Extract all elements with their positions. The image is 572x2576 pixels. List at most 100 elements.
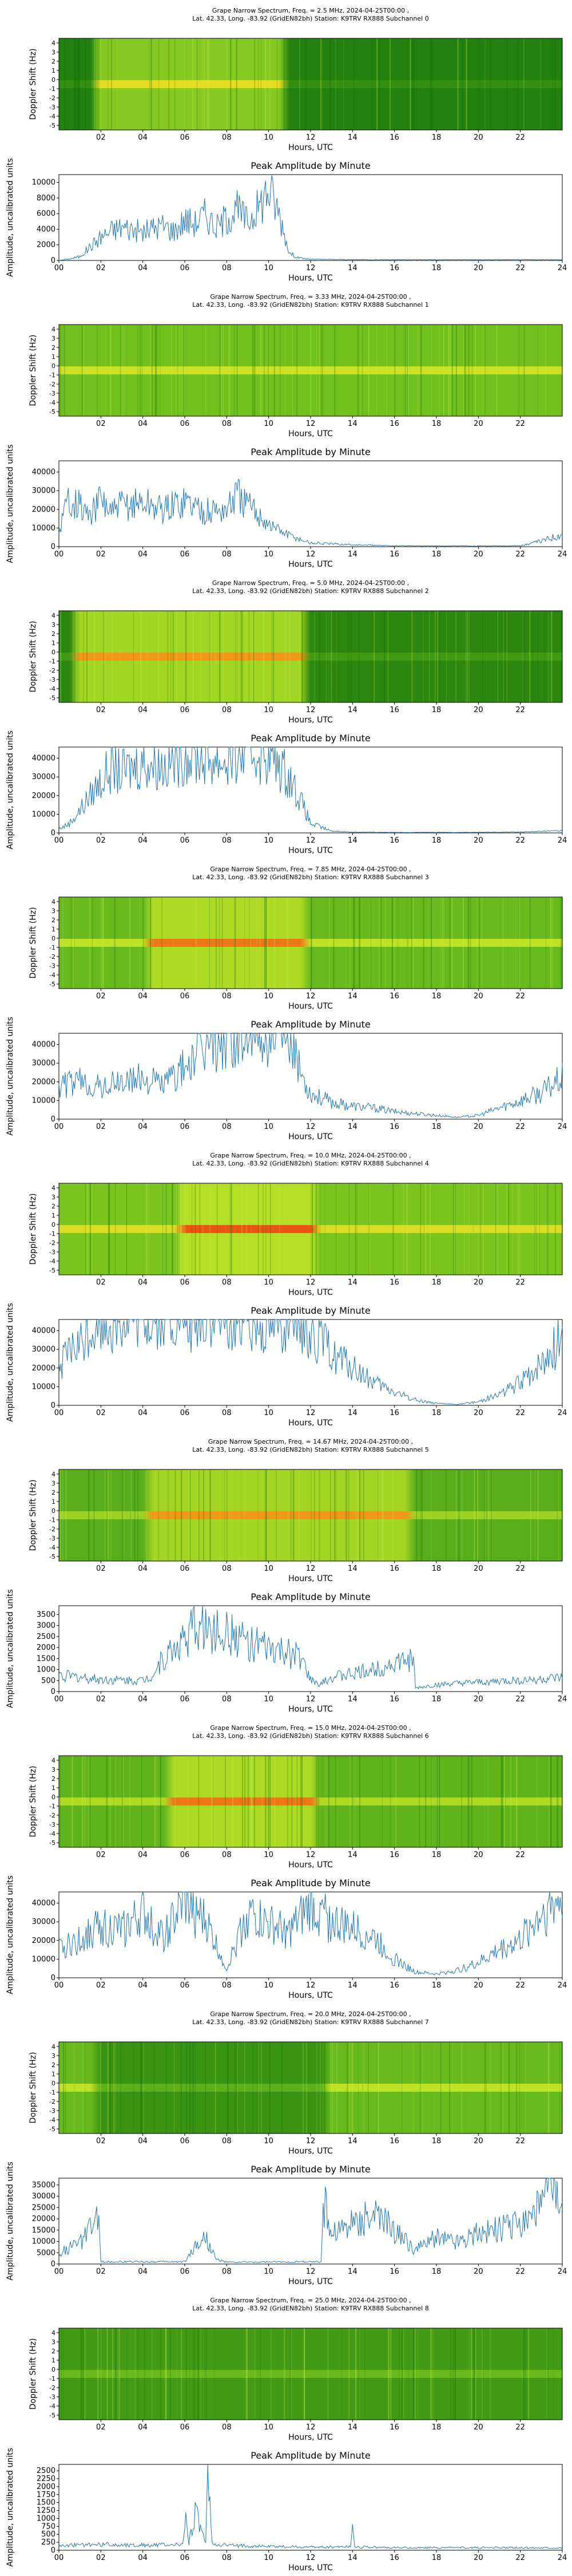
amplitude-xtick-label: 18 (432, 2554, 442, 2562)
amplitude-xtick-label: 12 (306, 1981, 316, 1990)
spectrogram-streak (170, 611, 172, 702)
spectrogram-streak (313, 1469, 315, 1561)
spectrogram-streak (472, 1183, 474, 1275)
spectrogram-streak (269, 2042, 271, 2134)
amplitude-panel-2: Peak Amplitude by Minute 0 10000 20000 30000… (6, 730, 567, 855)
spectrogram-ytick-label: 2 (51, 2348, 55, 2355)
spectrogram-streak (103, 611, 105, 702)
spectrogram-streak (129, 897, 130, 989)
spectrogram-xtick-label: 14 (348, 2137, 357, 2146)
spectrogram-streak (171, 325, 172, 416)
spectrogram-ylabel: Doppler Shift (Hz) (29, 49, 38, 120)
spectrogram-ytick-label: -4 (49, 2403, 55, 2410)
spectrogram-streak (158, 897, 159, 989)
spectrogram-streak (248, 1756, 249, 1847)
amplitude-ytick-label: 1500 (37, 2499, 55, 2507)
amplitude-xtick-label: 00 (54, 1695, 64, 1704)
spectrogram-streak (73, 897, 74, 989)
spectrogram-streak (83, 611, 84, 702)
amplitude-ytick-label: 40000 (32, 1041, 55, 1049)
spectrogram-streak (269, 1756, 271, 1847)
carrier-band (59, 653, 562, 661)
amplitude-xtick-label: 20 (474, 264, 483, 272)
spectrogram-ytick-label: 2 (51, 344, 55, 351)
spectrogram-streak (121, 1469, 123, 1561)
spectrogram-xtick-label: 18 (432, 420, 442, 428)
spectrogram-xtick-label: 08 (222, 1851, 232, 1859)
spectrogram-streak (469, 2328, 470, 2420)
amplitude-xtick-label: 24 (558, 264, 567, 272)
amplitude-xtick-label: 10 (264, 264, 273, 272)
spectrogram-ytick-label: -2 (49, 94, 55, 102)
spectrogram-ytick-label: -2 (49, 381, 55, 388)
spectrogram-streak (356, 1183, 357, 1275)
amplitude-xlabel: Hours, UTC (288, 274, 333, 283)
amplitude-xtick-label: 14 (348, 264, 357, 272)
spectrogram-streak (341, 2328, 343, 2420)
amplitude-xtick-label: 00 (54, 550, 64, 559)
spectrogram-streak (502, 611, 503, 702)
spectrogram-ytick-label: -4 (49, 113, 55, 120)
spectrogram-panel-4: Grape Narrow Spectrum, Freq. = 10.0 MHz,… (29, 1152, 563, 1297)
spectrogram-streak (161, 897, 163, 989)
spectrogram-streak (336, 2042, 337, 2134)
spectrogram-streak (284, 2328, 285, 2420)
amplitude-xtick-label: 00 (54, 1981, 64, 1990)
spectrogram-streak (390, 38, 391, 130)
amplitude-ytick-label: 20000 (32, 2215, 55, 2223)
spectrogram-streak (544, 611, 545, 702)
spectrogram-streak (142, 1469, 143, 1561)
carrier-band (59, 2370, 562, 2378)
spectrogram-streak (317, 1756, 319, 1847)
spectrogram-streak (358, 897, 360, 989)
spectrogram-streak (192, 2042, 194, 2134)
spectrogram-streak (446, 611, 447, 702)
spectrogram-streak (141, 611, 142, 702)
spectrogram-xtick-label: 04 (138, 1564, 148, 1573)
amplitude-xlabel: Hours, UTC (288, 2563, 333, 2573)
spectrogram-streak (208, 38, 210, 130)
amplitude-panel-5: Peak Amplitude by Minute0500100015002000… (6, 1589, 567, 1714)
amplitude-xtick-label: 02 (96, 1981, 106, 1990)
spectrogram-ytick-label: 4 (51, 1184, 55, 1192)
spectrogram-streak (497, 611, 498, 702)
spectrogram-streak (176, 2328, 177, 2420)
spectrogram-streak (165, 2328, 166, 2420)
spectrogram-streak (548, 1756, 550, 1847)
spectrogram-streak (349, 1756, 351, 1847)
amplitude-xlabel: Hours, UTC (288, 1132, 333, 1141)
spectrogram-streak (185, 2328, 187, 2420)
spectrogram-xtick-label: 22 (515, 420, 525, 428)
spectrogram-streak (407, 325, 409, 416)
spectrogram-streak (481, 897, 483, 989)
amplitude-ytick-label: 10000 (32, 1096, 55, 1105)
spectrogram-title-line1: Grape Narrow Spectrum, Freq. = 5.0 MHz, … (212, 579, 409, 587)
spectrogram-streak (448, 325, 450, 416)
spectrogram-streak (392, 897, 393, 989)
spectrogram-ytick-label: 0 (51, 1507, 55, 1515)
spectrogram-streak (374, 611, 375, 702)
amplitude-xtick-label: 04 (138, 836, 148, 845)
spectrogram-streak (376, 38, 378, 130)
spectrogram-streak (122, 1756, 124, 1847)
amplitude-xtick-label: 02 (96, 264, 106, 272)
spectrogram-ytick-label: 4 (51, 1757, 55, 1764)
spectrogram-panel-3: Grape Narrow Spectrum, Freq. = 7.85 MHz,… (29, 866, 563, 1011)
amplitude-xtick-label: 20 (474, 836, 483, 845)
spectrogram-xtick-label: 02 (96, 992, 106, 1001)
spectrogram-xtick-label: 04 (138, 992, 148, 1001)
spectrogram-streak (260, 38, 261, 130)
spectrogram-streak (431, 897, 432, 989)
spectrogram-xtick-label: 22 (515, 1851, 525, 1859)
amplitude-series-line (58, 1032, 563, 1119)
spectrogram-streak (183, 1183, 184, 1275)
spectrogram-ytick-label: -2 (49, 1526, 55, 1533)
spectrogram-streak (184, 38, 185, 130)
amplitude-xtick-label: 00 (54, 1123, 64, 1131)
spectrogram-xtick-label: 12 (306, 1564, 316, 1573)
spectrogram-streak (204, 38, 205, 130)
amplitude-ytick-label: 10000 (32, 1382, 55, 1391)
spectrogram-ytick-label: 4 (51, 1471, 55, 1478)
spectrogram-streak (274, 1756, 275, 1847)
spectrogram-streak (463, 897, 464, 989)
